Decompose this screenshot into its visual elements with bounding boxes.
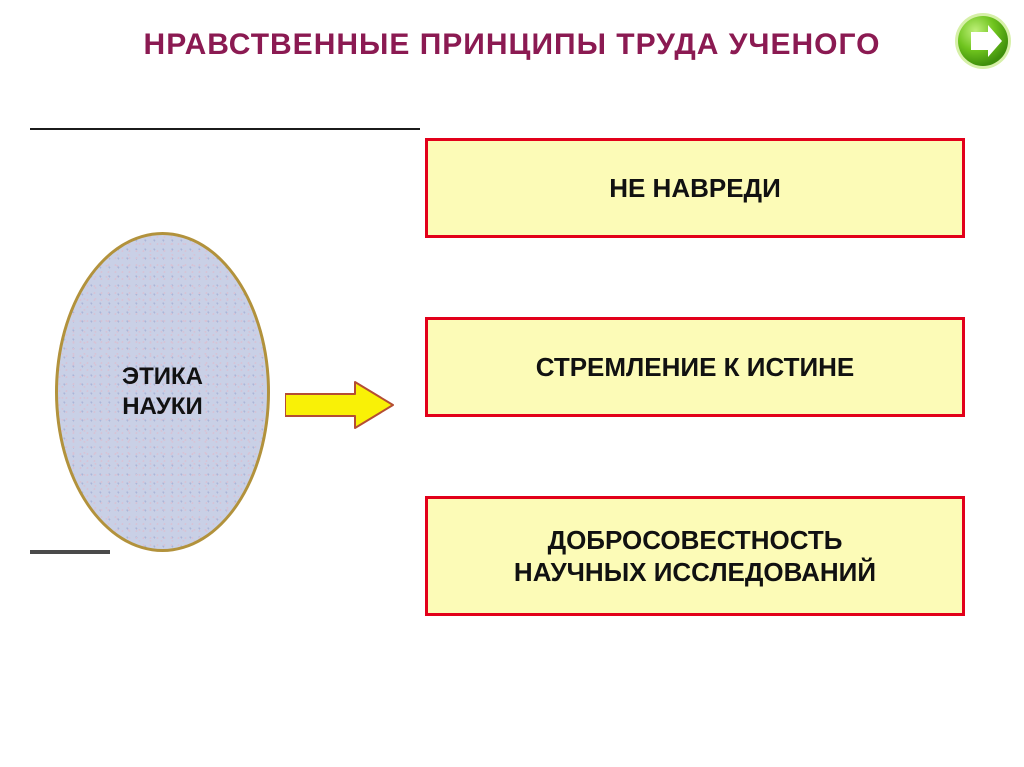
decorative-rule-top: [30, 128, 420, 130]
arrow-right-icon: [285, 380, 395, 430]
principle-box-3-label: ДОБРОСОВЕСТНОСТЬ НАУЧНЫХ ИССЛЕДОВАНИЙ: [514, 524, 876, 589]
principle-box-3: ДОБРОСОВЕСТНОСТЬ НАУЧНЫХ ИССЛЕДОВАНИЙ: [425, 496, 965, 616]
principle-box-1: НЕ НАВРЕДИ: [425, 138, 965, 238]
slide-canvas: НРАВСТВЕННЫЕ ПРИНЦИПЫ ТРУДА УЧЕНОГО ЭТИК…: [0, 0, 1024, 767]
slide-title: НРАВСТВЕННЫЕ ПРИНЦИПЫ ТРУДА УЧЕНОГО: [0, 28, 1024, 62]
principle-box-1-label: НЕ НАВРЕДИ: [609, 172, 781, 205]
principle-box-2-label: СТРЕМЛЕНИЕ К ИСТИНЕ: [536, 351, 855, 384]
next-slide-button[interactable]: [954, 12, 1012, 70]
ethics-oval-label: ЭТИКА НАУКИ: [122, 362, 203, 422]
arrow-shape: [285, 382, 393, 428]
principle-box-2: СТРЕМЛЕНИЕ К ИСТИНЕ: [425, 317, 965, 417]
decorative-rule-bottom: [30, 550, 110, 554]
ethics-oval: ЭТИКА НАУКИ: [55, 232, 270, 552]
arrow-right-circle-icon: [954, 12, 1012, 70]
